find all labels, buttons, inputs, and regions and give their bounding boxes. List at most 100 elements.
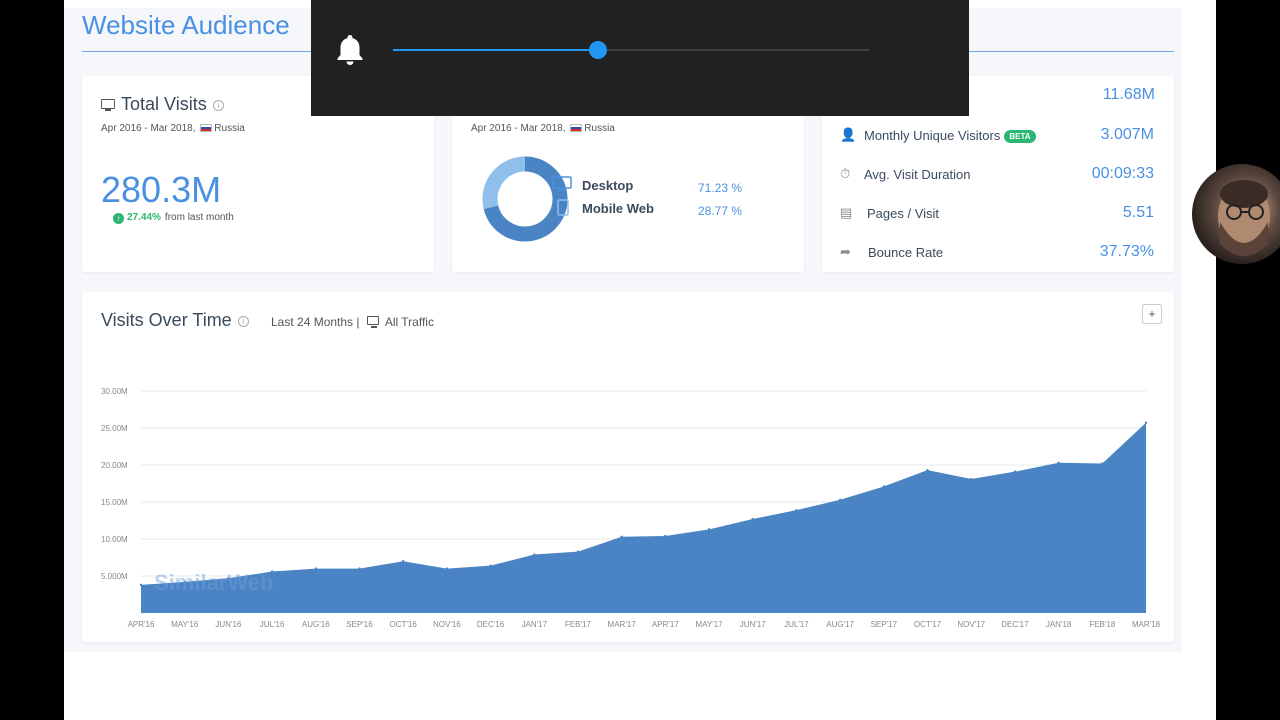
data-point[interactable] — [751, 517, 754, 521]
bounce-rate-label: Bounce Rate — [868, 245, 944, 260]
donut-slice-mobile-web — [482, 156, 526, 209]
y-tick-label: 20.00M — [101, 461, 128, 470]
data-point[interactable] — [1057, 461, 1060, 464]
x-tick-label: MAR'17 — [608, 620, 637, 629]
desktop-pct: 71.23 % — [698, 181, 743, 195]
data-point[interactable] — [1101, 462, 1104, 465]
visit-duration-label: Avg. Visit Duration — [864, 167, 971, 182]
total-visits-date: Apr 2016 - Mar 2018, Russia — [101, 123, 245, 134]
page-title: Website Audience — [82, 10, 290, 40]
x-tick-label: MAY'16 — [171, 620, 199, 629]
stat-row-visit-duration: ⏱ Avg. Visit Duration 00:09:33 — [840, 165, 1172, 185]
volume-overlay — [311, 0, 969, 116]
x-tick-label: NOV'17 — [957, 620, 985, 629]
date-range: Apr 2016 - Mar 2018, — [101, 123, 196, 134]
x-tick-label: OCT'17 — [914, 620, 942, 629]
mobile-pct: 28.77 % — [698, 204, 743, 218]
country: Russia — [584, 123, 615, 134]
data-point[interactable] — [358, 567, 361, 570]
total-visits-title: Total Visits i — [101, 94, 224, 115]
volume-slider[interactable] — [393, 41, 869, 59]
data-point[interactable] — [795, 508, 798, 512]
bell-icon[interactable] — [335, 33, 365, 67]
data-point[interactable] — [139, 583, 143, 587]
webcam-bubble — [1192, 164, 1280, 264]
date-range: Apr 2016 - Mar 2018, — [471, 123, 566, 134]
stat-row-unique-visitors: 👤 Monthly Unique Visitors BETA 3.007M — [840, 126, 1172, 146]
growth-text: from last month — [164, 212, 234, 223]
x-tick-label: APR'16 — [128, 620, 155, 629]
pages-visit-label: Pages / Visit — [867, 206, 940, 221]
data-point[interactable] — [1013, 470, 1017, 473]
y-tick-label: 25.00M — [101, 424, 128, 433]
data-point[interactable] — [664, 534, 667, 538]
volume-slider-knob[interactable] — [588, 41, 607, 59]
x-tick-label: APR'17 — [652, 620, 679, 629]
data-point[interactable] — [183, 580, 186, 584]
x-tick-label: FEB'17 — [565, 620, 592, 629]
data-point[interactable] — [620, 535, 623, 538]
bounce-icon: ➦ — [840, 244, 851, 259]
pages-visit-value: 5.51 — [1122, 204, 1154, 221]
similarweb-watermark: SimilarWeb — [154, 570, 273, 595]
data-point[interactable] — [401, 560, 405, 563]
data-point[interactable] — [445, 567, 449, 570]
y-tick-label: 15.00M — [101, 498, 128, 507]
data-point[interactable] — [533, 553, 536, 556]
country: Russia — [214, 123, 245, 134]
data-point[interactable] — [314, 567, 317, 570]
growth-pct: 27.44% — [127, 212, 161, 223]
y-tick-label: 30.00M — [101, 387, 128, 396]
visits-over-time-title: Visits Over Time i — [101, 310, 249, 331]
x-tick-label: AUG'16 — [302, 620, 330, 629]
expand-button[interactable]: + — [1142, 304, 1162, 324]
period-filter[interactable]: Last 24 Months | — [271, 315, 360, 329]
data-point[interactable] — [227, 577, 230, 580]
monitor-icon — [366, 316, 379, 328]
russia-flag-icon — [570, 124, 583, 132]
traffic-filter[interactable]: All Traffic — [384, 315, 434, 329]
stat-row-bounce-rate: ➦ Bounce Rate 37.73% — [840, 243, 1172, 263]
info-icon[interactable]: i — [237, 316, 249, 327]
monitor-icon — [101, 99, 115, 111]
data-point[interactable] — [838, 498, 842, 501]
volume-slider-fill — [393, 49, 598, 51]
total-visits-value: 280.3M — [101, 169, 222, 210]
x-tick-label: MAR'18 — [1132, 620, 1161, 629]
x-tick-label: SEP'16 — [346, 620, 373, 629]
beta-badge: BETA — [1004, 130, 1036, 143]
data-point[interactable] — [707, 528, 711, 531]
visits-area — [141, 422, 1146, 613]
device-donut-chart — [482, 156, 568, 242]
x-tick-label: MAY'17 — [695, 620, 723, 629]
data-point[interactable] — [489, 564, 492, 567]
x-tick-label: FEB'18 — [1089, 620, 1116, 629]
stopwatch-icon: ⏱ — [840, 166, 851, 181]
x-tick-label: JUN'16 — [215, 620, 242, 629]
x-tick-label: SEP'17 — [871, 620, 898, 629]
legend-mobile: Mobile Web — [557, 199, 654, 216]
data-point[interactable] — [270, 570, 274, 573]
visits-area-chart: 5.000M 10.00M 15.00M 20.00M 25.00M 30.00M Simi… — [101, 387, 1161, 629]
pages-icon: ▤ — [840, 205, 853, 220]
bounce-rate-value: 37.73% — [1099, 243, 1154, 260]
y-tick-label: 10.00M — [101, 535, 128, 544]
x-tick-label: DEC'16 — [477, 620, 505, 629]
growth-indicator: ↑ 27.44% from last month — [113, 212, 234, 224]
data-point[interactable] — [970, 477, 973, 481]
stat-label: Monthly Unique Visitors BETA — [864, 128, 1036, 143]
data-point[interactable] — [1144, 421, 1148, 425]
desktop-label: Desktop — [582, 178, 634, 193]
x-tick-label: JUN'17 — [740, 620, 767, 629]
x-tick-label: JAN'17 — [521, 620, 547, 629]
data-point[interactable] — [926, 468, 929, 472]
visit-duration-value: 00:09:33 — [1091, 165, 1154, 182]
chart-title: Visits Over Time — [101, 310, 232, 330]
presenter-avatar — [1218, 180, 1270, 256]
data-point[interactable] — [576, 550, 580, 553]
unique-visitors-label: Monthly Unique Visitors — [864, 128, 1001, 143]
total-visits-stat-value: 11.68M — [1102, 86, 1155, 103]
data-point[interactable] — [882, 485, 886, 488]
info-icon[interactable]: i — [212, 100, 224, 111]
